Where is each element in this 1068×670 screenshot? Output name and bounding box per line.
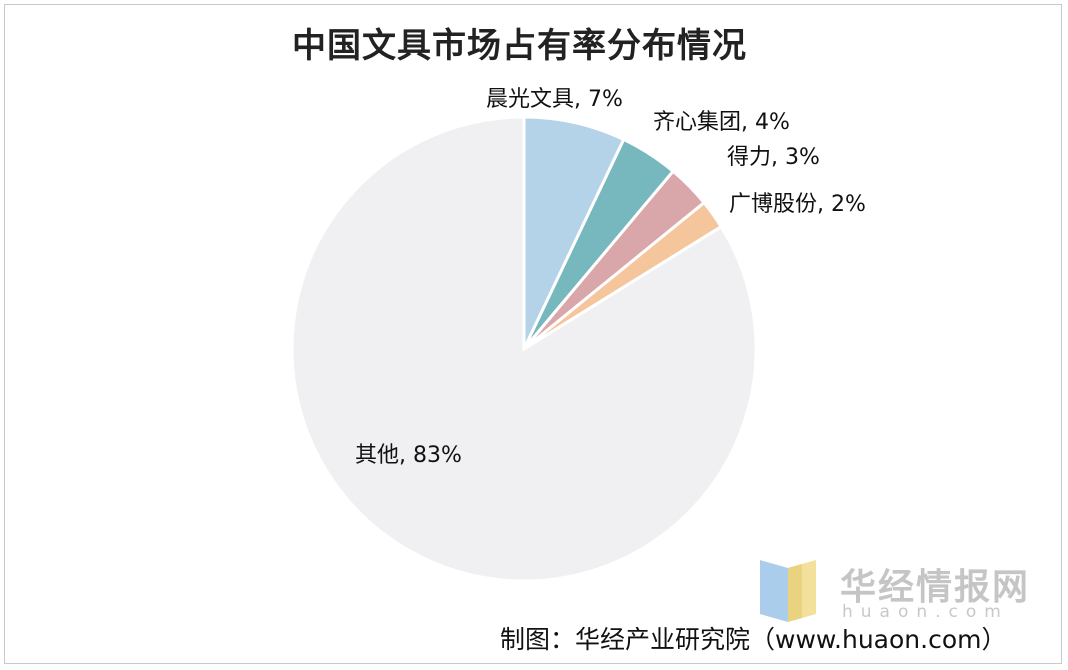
- pie-slice: [290, 115, 758, 583]
- chart-title: 中国文具市场占有率分布情况: [292, 26, 747, 66]
- huaon-logo-icon: [760, 560, 816, 622]
- watermark: 华经情报网 huaon.com: [758, 556, 1028, 626]
- source-note: 制图：华经产业研究院（www.huaon.com）: [500, 625, 1007, 654]
- watermark-brand: 华经情报网: [840, 567, 1031, 608]
- slice-label: 广博股份, 2%: [729, 192, 866, 217]
- slice-label: 齐心集团, 4%: [653, 110, 790, 135]
- watermark-domain: huaon.com: [842, 602, 1009, 622]
- pie-slice: [522, 115, 626, 350]
- slice-label: 其他, 83%: [355, 443, 462, 468]
- slice-label: 晨光文具, 7%: [486, 87, 623, 112]
- slice-label: 得力, 3%: [727, 145, 820, 170]
